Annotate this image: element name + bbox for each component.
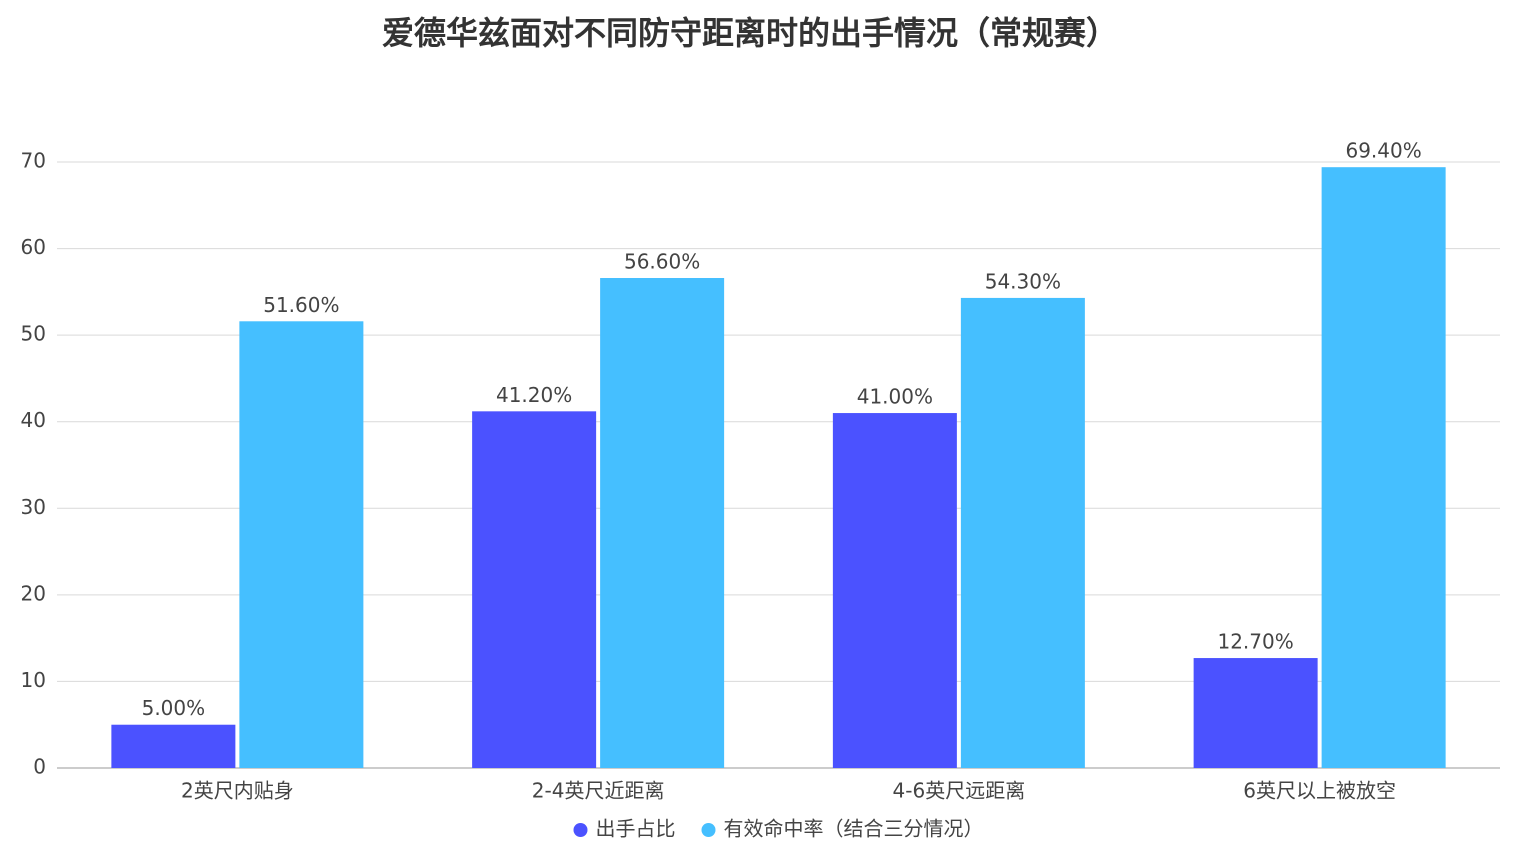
y-tick-label: 40 — [21, 408, 46, 432]
y-tick-label: 0 — [33, 755, 46, 779]
x-tick-label: 2英尺内贴身 — [181, 779, 294, 803]
legend-label: 出手占比 — [596, 817, 676, 841]
y-tick-label: 20 — [21, 581, 46, 605]
value-label: 51.60% — [263, 293, 339, 317]
chart-title: 爱德华兹面对不同防守距离时的出手情况（常规赛） — [382, 14, 1118, 52]
value-label: 5.00% — [142, 696, 206, 720]
bar — [472, 411, 597, 768]
bar — [1193, 658, 1318, 768]
value-label: 56.60% — [624, 250, 700, 274]
x-tick-label: 4-6英尺远距离 — [893, 779, 1026, 803]
bar — [239, 321, 364, 768]
y-tick-label: 60 — [21, 235, 46, 259]
bar — [960, 297, 1085, 768]
y-tick-label: 70 — [21, 149, 46, 173]
value-label: 54.30% — [985, 269, 1061, 293]
x-tick-label: 6英尺以上被放空 — [1243, 779, 1396, 803]
x-tick-label: 2-4英尺近距离 — [532, 779, 665, 803]
y-tick-label: 10 — [21, 668, 46, 692]
y-tick-label: 50 — [21, 322, 46, 346]
bar — [111, 724, 236, 768]
legend-label: 有效命中率（结合三分情况） — [724, 817, 984, 841]
value-label: 41.20% — [496, 383, 572, 407]
y-tick-label: 30 — [21, 495, 46, 519]
value-label: 41.00% — [857, 385, 933, 409]
legend-marker — [573, 823, 588, 837]
bar — [832, 413, 957, 768]
value-label: 69.40% — [1345, 139, 1421, 163]
value-label: 12.70% — [1217, 630, 1293, 654]
legend-marker — [701, 823, 716, 837]
bar — [600, 278, 725, 768]
bar — [1321, 167, 1446, 769]
